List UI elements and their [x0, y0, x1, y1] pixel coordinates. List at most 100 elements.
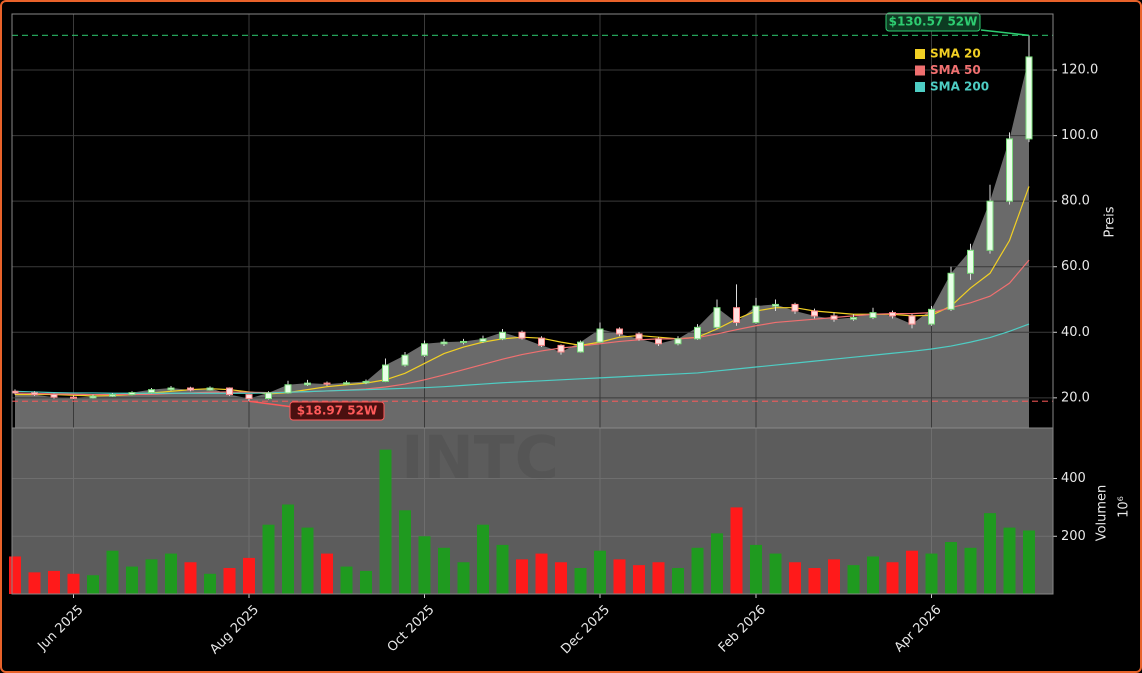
candle-body — [421, 343, 428, 356]
candle-body — [752, 305, 760, 323]
volume-bar — [633, 565, 645, 594]
candle-body — [674, 338, 682, 345]
x-tick-label: Apr 2026 — [892, 602, 945, 655]
volume-bar — [555, 562, 567, 594]
volume-bar — [321, 553, 333, 594]
candle-body — [499, 331, 506, 340]
volume-bar — [340, 566, 353, 594]
annotation-arrow — [248, 400, 294, 408]
volume-scale-label: 10⁶ — [1117, 496, 1132, 518]
volume-bar — [808, 568, 821, 594]
candle-body — [382, 364, 389, 382]
candle-body — [323, 382, 331, 385]
candle-body — [362, 380, 370, 384]
volume-bar — [789, 562, 801, 594]
volume-bar — [925, 553, 938, 594]
y-tick-label: 20.0 — [1061, 390, 1090, 405]
volume-bar — [126, 566, 138, 594]
candle-body — [830, 315, 838, 320]
y-tick-label: 80.0 — [1061, 194, 1090, 209]
candle-body — [1025, 56, 1033, 140]
volume-bar — [28, 572, 41, 594]
volume-bar — [750, 544, 762, 594]
volume-bar — [48, 570, 60, 594]
volume-bar — [282, 504, 294, 594]
volume-frame — [11, 427, 1054, 595]
x-tick-label: Aug 2025 — [207, 602, 262, 657]
candle-body — [187, 387, 194, 391]
candle-body — [50, 394, 58, 398]
annotation-arrow — [980, 29, 1030, 37]
candle-body — [733, 307, 740, 323]
volume-bar — [418, 536, 431, 594]
y-tick-label: 60.0 — [1061, 259, 1090, 274]
volume-bar — [399, 510, 411, 594]
watermark: INTC — [401, 424, 559, 494]
legend-label: SMA 20 — [930, 47, 981, 61]
candle-body — [518, 331, 526, 339]
candle-body — [70, 396, 77, 399]
legend-swatch — [915, 65, 925, 76]
candle-body — [713, 307, 721, 328]
volume-bar — [906, 550, 918, 594]
candle-body — [11, 390, 19, 394]
volume-axis-label: Volumen — [1095, 485, 1110, 542]
legend-label: SMA 200 — [930, 80, 989, 94]
x-tick-label: Feb 2026 — [716, 602, 769, 655]
candle-body — [304, 382, 311, 386]
volume-bar — [535, 553, 548, 594]
annotation-box — [885, 12, 981, 32]
volume-bar — [204, 573, 216, 594]
volume-bar — [145, 559, 158, 594]
volume-bar — [652, 562, 665, 594]
candle-body — [635, 333, 643, 340]
volume-bar — [964, 547, 977, 594]
volume-bar — [828, 559, 840, 594]
candle-body — [245, 394, 253, 399]
volume-bar — [9, 556, 21, 594]
volume-bar — [516, 559, 528, 594]
volume-bar — [847, 565, 860, 594]
volume-bar — [613, 559, 626, 594]
candle-body — [850, 317, 857, 320]
volume-bar — [496, 544, 509, 594]
x-tick-label: Jun 2025 — [35, 602, 87, 654]
volume-bar — [243, 557, 255, 594]
annotation-label: $130.57 52W — [889, 15, 978, 29]
candle-body — [284, 384, 292, 394]
candle-body — [343, 382, 350, 385]
candle-body — [557, 344, 565, 353]
candle-body — [694, 326, 701, 340]
volume-bar — [594, 550, 606, 594]
volume-bar — [886, 562, 899, 594]
legend-swatch — [915, 82, 925, 92]
volume-bar — [691, 547, 704, 594]
sma-line — [14, 323, 1030, 394]
candle-body — [109, 394, 116, 397]
volume-bar — [379, 449, 392, 594]
volume-bar — [1023, 530, 1035, 594]
volume-bar — [165, 553, 177, 594]
candle-body — [401, 354, 409, 366]
candle-body — [479, 338, 487, 342]
candle-body — [538, 337, 545, 346]
candle-body — [655, 338, 662, 345]
candle-body — [596, 328, 604, 343]
x-tick-label: Oct 2025 — [385, 602, 438, 655]
y-tick-label: 100.0 — [1061, 128, 1098, 143]
volume-bar — [574, 568, 587, 594]
candle-body — [440, 341, 448, 345]
candle-body — [460, 340, 467, 343]
volume-tick-label: 200 — [1061, 529, 1086, 544]
candle-body — [89, 395, 97, 399]
volume-bar — [1003, 527, 1016, 594]
volume-bar — [711, 533, 723, 594]
candle-body — [791, 303, 799, 312]
volume-bar — [360, 570, 372, 594]
volume-bar — [262, 524, 275, 594]
x-tick-label: Dec 2025 — [558, 602, 613, 657]
volume-bar — [223, 568, 236, 594]
volume-bar — [301, 527, 314, 594]
candle-body — [889, 312, 896, 317]
